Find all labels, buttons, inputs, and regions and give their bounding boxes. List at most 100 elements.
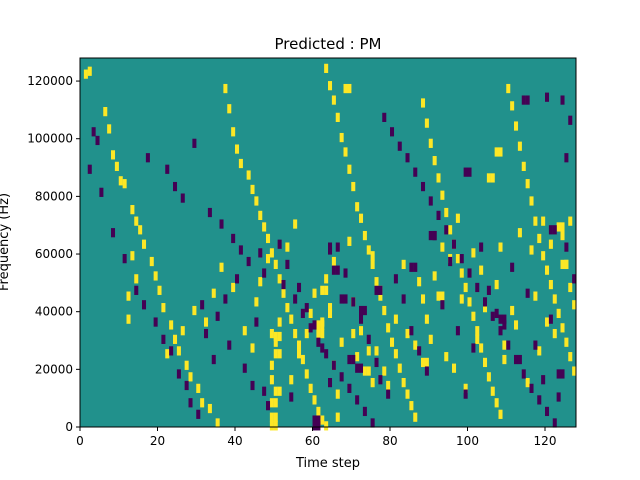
heatmap-cell-positive: [196, 383, 201, 393]
heatmap-cell-negative: [560, 369, 565, 379]
heatmap-cell-negative: [548, 314, 553, 324]
heatmap-cell-positive: [517, 228, 522, 238]
heatmap-cell-positive: [324, 285, 329, 295]
heatmap-cell-positive: [328, 308, 333, 319]
heatmap-cell-positive: [188, 372, 193, 382]
heatmap-cell-negative: [289, 392, 294, 402]
heatmap-cell-positive: [149, 256, 154, 267]
heatmap-cell-negative: [366, 334, 371, 344]
heatmap-cell-positive: [231, 282, 236, 293]
heatmap-cell-negative: [421, 181, 426, 192]
heatmap-cell-negative: [331, 360, 336, 370]
heatmap-cell-positive: [510, 305, 515, 316]
heatmap-cell-negative: [529, 383, 534, 393]
heatmap-cell-negative: [436, 210, 441, 221]
x-tick-label: 60: [305, 434, 320, 448]
heatmap-cell-negative: [463, 167, 468, 177]
heatmap-cell-positive: [304, 369, 309, 379]
heatmap-cell-positive: [281, 288, 286, 298]
x-tick-label: 80: [382, 434, 397, 448]
heatmap-cell-negative: [428, 196, 433, 206]
heatmap-cell-negative: [200, 300, 205, 310]
heatmap-cell-negative: [281, 279, 286, 290]
heatmap-cell-positive: [428, 138, 433, 148]
heatmap-cell-positive: [471, 311, 476, 321]
heatmap-cell-negative: [483, 297, 488, 307]
heatmap-cell-negative: [339, 294, 344, 304]
heatmap-cell-positive: [266, 233, 271, 244]
heatmap-cell-positive: [440, 190, 445, 200]
heatmap-cell-positive: [568, 216, 573, 226]
heatmap-cell-negative: [351, 297, 356, 307]
heatmap-cell-positive: [297, 349, 302, 359]
heatmap-cell-negative: [312, 421, 317, 431]
heatmap-cell-negative: [514, 354, 519, 365]
heatmap-cell-negative: [355, 363, 360, 373]
heatmap-cell-negative: [401, 294, 406, 304]
heatmap-cell-negative: [556, 392, 561, 402]
heatmap-cell-positive: [463, 282, 468, 293]
y-tick-label: 40000: [35, 305, 73, 319]
heatmap-cell-positive: [219, 262, 224, 272]
heatmap-cell-positive: [335, 112, 340, 122]
y-axis: 0 20000 40000 60000 80000 100000 120000: [27, 74, 80, 434]
heatmap-cell-negative: [362, 406, 367, 417]
x-axis: 0 20 40 60 80 100 120: [76, 427, 556, 448]
heatmap-cell-positive: [273, 421, 278, 431]
heatmap-cell-negative: [111, 228, 116, 238]
heatmap-cell-positive: [432, 156, 437, 166]
heatmap-cell-positive: [254, 196, 259, 206]
heatmap-cell-positive: [339, 132, 344, 143]
heatmap-cell-negative: [223, 294, 228, 304]
heatmap-cell-positive: [424, 357, 429, 368]
heatmap-cell-positive: [277, 317, 282, 327]
heatmap-cell-positive: [130, 205, 135, 215]
y-tick-label: 0: [65, 420, 73, 434]
heatmap-cell-positive: [560, 259, 565, 270]
heatmap-cell-positive: [285, 303, 290, 313]
heatmap-cell-positive: [351, 181, 356, 192]
heatmap-cell-negative: [231, 233, 236, 244]
heatmap-cell-negative: [335, 242, 340, 252]
heatmap-cell-positive: [494, 398, 499, 408]
heatmap-cell-negative: [498, 314, 503, 324]
heatmap-cell-negative: [521, 369, 526, 379]
heatmap-cell-positive: [83, 69, 88, 79]
heatmap-cell-positive: [386, 323, 391, 333]
heatmap-cell-positive: [277, 274, 282, 284]
heatmap-cell-negative: [161, 334, 166, 344]
heatmap-cell-positive: [324, 421, 329, 431]
heatmap-cell-positive: [440, 242, 445, 252]
heatmap-cell-negative: [533, 340, 538, 350]
heatmap-cell-positive: [269, 412, 274, 422]
heatmap-cell-positive: [347, 236, 352, 246]
heatmap-cell-positive: [366, 245, 371, 255]
heatmap-cell-positive: [347, 83, 352, 94]
heatmap-cell-positive: [548, 239, 553, 249]
heatmap-cell-negative: [467, 167, 472, 177]
heatmap-cell-positive: [142, 239, 147, 249]
heatmap-cell-positive: [452, 363, 457, 373]
heatmap-cell-negative: [347, 354, 352, 365]
heatmap-cell-positive: [107, 124, 112, 134]
heatmap-cell-positive: [537, 346, 542, 356]
heatmap-cell-positive: [308, 308, 313, 319]
y-tick-label: 60000: [35, 247, 73, 261]
heatmap-cell-negative: [494, 308, 499, 319]
heatmap-cell-negative: [448, 256, 453, 267]
heatmap-cell-negative: [552, 418, 557, 428]
heatmap-cell-negative: [324, 349, 329, 359]
heatmap-cell-negative: [328, 377, 333, 388]
heatmap-cell-positive: [320, 320, 325, 330]
heatmap-cell-negative: [297, 282, 302, 293]
heatmap-cell-positive: [126, 291, 131, 301]
heatmap-cell-positive: [467, 297, 472, 307]
heatmap-cell-positive: [258, 277, 263, 287]
heatmap-cell-positive: [266, 254, 271, 264]
heatmap-cell-positive: [401, 377, 406, 388]
heatmap-cell-negative: [459, 254, 464, 264]
heatmap-cell-positive: [312, 288, 317, 298]
heatmap-cell-negative: [153, 317, 158, 327]
heatmap-cell-negative: [390, 127, 395, 137]
